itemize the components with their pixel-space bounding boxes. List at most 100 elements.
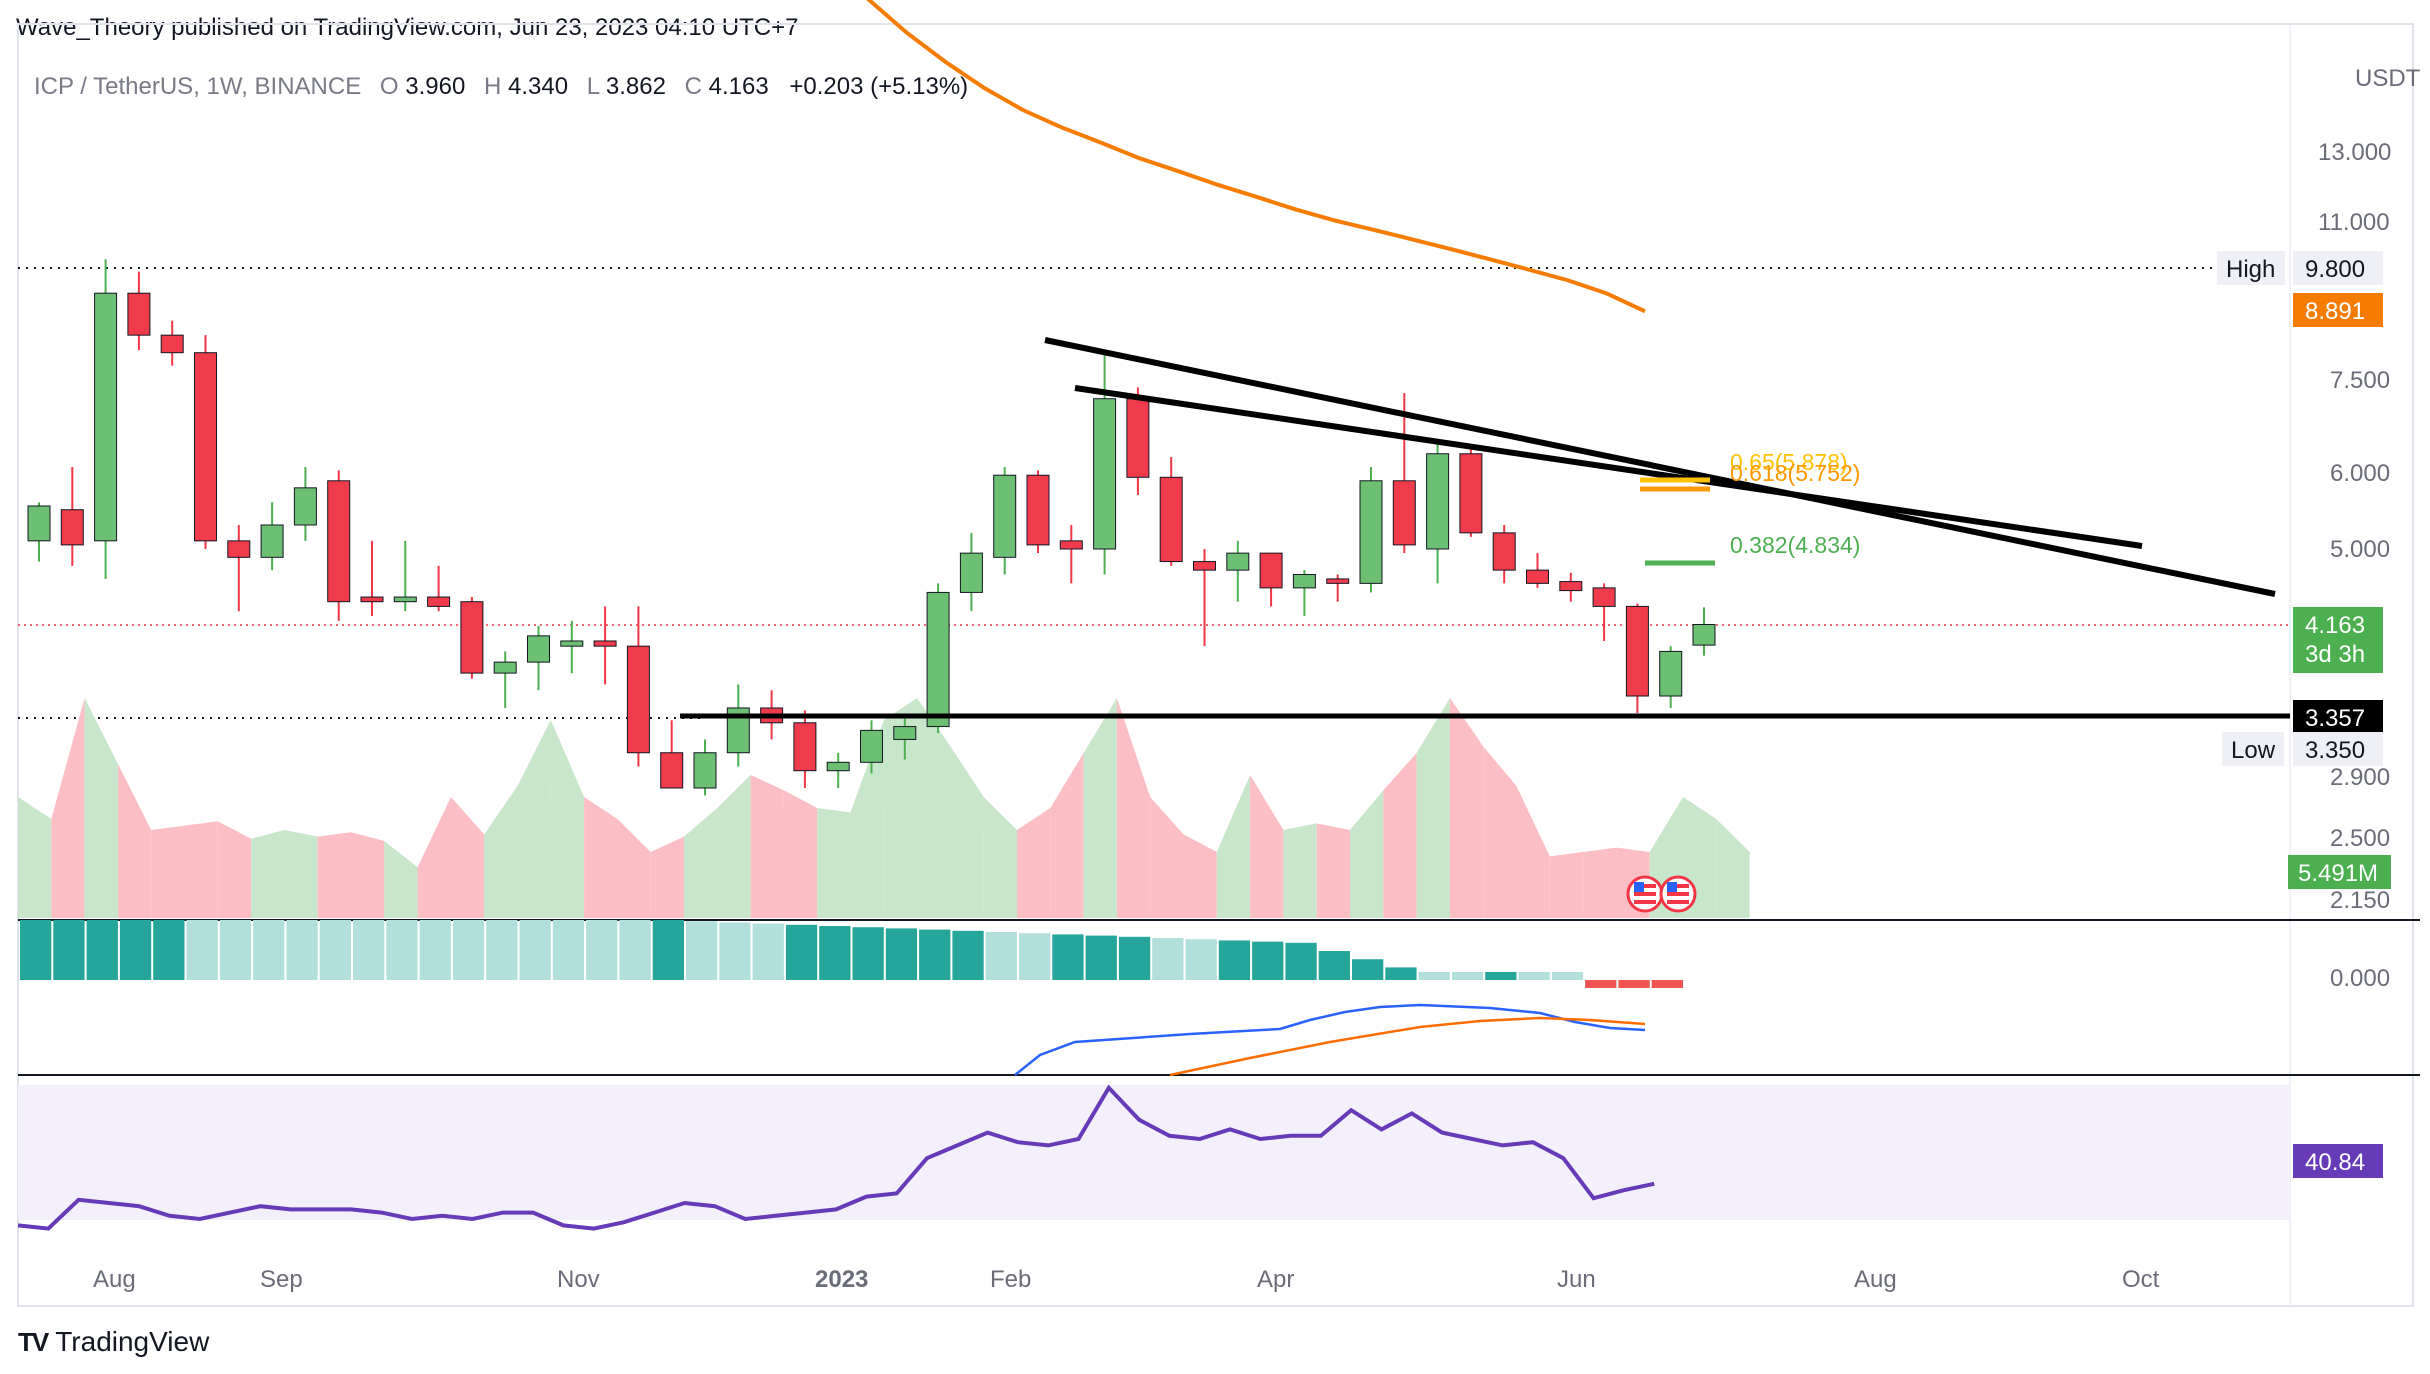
volume-area (750, 775, 784, 918)
ma200-layer (866, 0, 1646, 314)
macd-histogram-bar (1252, 941, 1284, 980)
volume-area (417, 797, 451, 918)
volume-area (717, 775, 751, 918)
time-label: Feb (990, 1266, 1031, 1293)
rsi-value: 40.84 (2305, 1149, 2365, 1176)
candle-down (1126, 398, 1150, 478)
volume-area (950, 746, 984, 918)
macd-histogram-bar (1318, 951, 1350, 980)
volume-area (1017, 808, 1051, 918)
macd-histogram-bar (785, 924, 818, 980)
legend-high-label: H (484, 73, 501, 100)
volume-area (983, 797, 1017, 918)
volume-area (1083, 698, 1117, 918)
macd-histogram-bar (1551, 972, 1584, 980)
macd-histogram-bar (419, 920, 451, 980)
low-value-tag (2293, 732, 2383, 766)
volume-area (251, 830, 285, 918)
legend-low-value: 3.862 (606, 73, 666, 100)
time-label: Nov (557, 1266, 600, 1293)
macd-histogram-bar (985, 932, 1017, 980)
upper-trendline[interactable] (1044, 337, 2276, 597)
candles-layer (27, 259, 1716, 796)
candle-up (1426, 453, 1450, 550)
legend-change: +0.203 (+5.13%) (789, 73, 968, 100)
fib-0618-label: 0.618(5.752) (1730, 460, 1860, 486)
macd-histogram-bar (486, 920, 518, 980)
volume-area (1583, 847, 1617, 918)
legend-open-value: 3.960 (405, 73, 465, 100)
volume-area (1316, 823, 1350, 918)
volume-area (883, 698, 918, 918)
candle-up (94, 292, 118, 542)
candle-down (194, 352, 217, 542)
candle-down (626, 645, 650, 754)
volume-area (51, 698, 85, 918)
macd-histogram-bar (1352, 959, 1384, 980)
macd-histogram-bar (20, 920, 52, 980)
tradingview-logo[interactable]: TV TradingView (18, 1326, 209, 1358)
candle-up (826, 761, 850, 772)
candle-down (1059, 540, 1083, 550)
macd-histogram-bar (1118, 936, 1151, 980)
support-value: 3.357 (2305, 705, 2365, 732)
price-tick: 13.000 (2318, 139, 2391, 166)
volume-area (517, 720, 551, 918)
volume-area (584, 797, 618, 918)
time-label: Jun (1557, 1266, 1596, 1293)
price-tick: 2.500 (2330, 825, 2390, 852)
candle-up (260, 524, 284, 558)
macd-histogram-bar (752, 923, 784, 980)
volume-area (917, 698, 951, 918)
macd-histogram-bar (852, 927, 884, 980)
candle-down (660, 752, 684, 789)
macd-histogram-bar (186, 920, 218, 980)
volume-area (117, 764, 152, 918)
fib-levels[interactable]: 0.65(5.878) 0.618(5.752) 0.382(4.834) (1640, 449, 1860, 566)
volume-area (650, 836, 684, 918)
macd-histogram-bar (719, 922, 751, 980)
volume-layer (18, 698, 1750, 918)
price-tick: 2.150 (2330, 887, 2390, 914)
legend-close-value: 4.163 (709, 73, 769, 100)
macd-histogram-bar (1651, 980, 1683, 988)
time-label: Oct (2122, 1266, 2160, 1293)
macd-histogram-bar (1585, 980, 1617, 988)
candle-down (1526, 569, 1549, 584)
lower-trendline[interactable] (1074, 385, 2143, 549)
us-flag-icon[interactable] (1659, 875, 1697, 913)
volume-area (284, 830, 318, 918)
price-axis[interactable]: USDT 13.000 11.000 7.500 6.000 5.000 2.9… (2217, 65, 2421, 1178)
candle-up (560, 640, 584, 647)
candle-down (1326, 578, 1350, 584)
volume-area (1150, 797, 1184, 918)
macd-histogram-bar (952, 930, 984, 980)
candle-up (1692, 624, 1716, 646)
legend-open-label: O (380, 73, 399, 100)
high-value: 9.800 (2305, 256, 2365, 283)
volume-area (684, 808, 718, 918)
legend-close-label: C (685, 73, 702, 100)
macd-histogram-bar (1385, 967, 1417, 980)
bar-countdown: 3d 3h (2305, 641, 2365, 668)
us-flag-icon[interactable] (1626, 875, 1664, 913)
macd-histogram-bar (86, 920, 118, 980)
volume-area (18, 797, 52, 918)
volume-area (351, 832, 385, 918)
volume-area (1350, 790, 1384, 918)
candle-up (1292, 574, 1316, 589)
candle-up (293, 487, 317, 526)
macd-histogram-bar (919, 929, 951, 980)
fib-0382-label: 0.382(4.834) (1730, 532, 1860, 558)
time-label: Aug (93, 1266, 136, 1293)
volume-area (1183, 834, 1217, 918)
volume-area (184, 821, 218, 918)
macd-histogram-bar (1218, 940, 1251, 980)
candle-down (1392, 480, 1416, 546)
volume-area (1716, 819, 1750, 918)
time-axis[interactable]: Aug Sep Nov 2023 Feb Apr Jun Aug Oct (93, 1266, 2160, 1293)
ma200-line (866, 0, 1646, 314)
candle-down (1625, 605, 1649, 697)
high-label: High (2226, 256, 2275, 283)
